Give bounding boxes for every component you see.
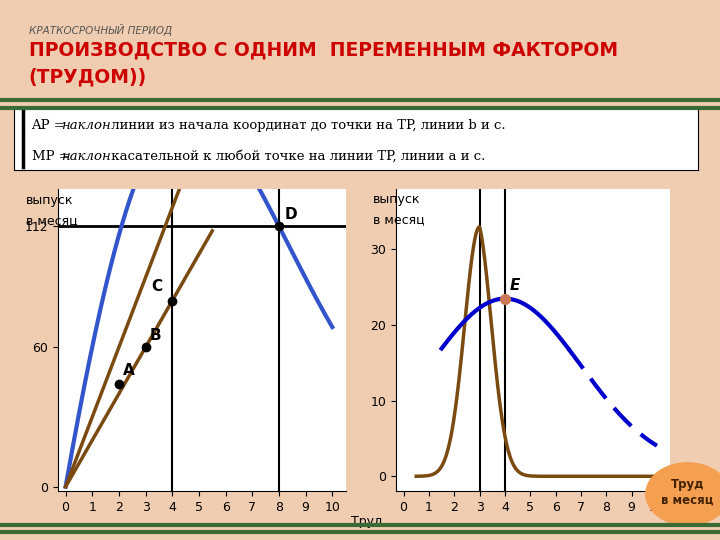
Text: B: B	[150, 328, 161, 343]
Text: в месяц: в месяц	[351, 536, 402, 540]
Text: касательной к любой точке на линии TP, линии а и с.: касательной к любой точке на линии TP, л…	[107, 150, 485, 163]
Text: MP =: MP =	[32, 150, 73, 163]
Text: A: A	[123, 363, 135, 378]
Text: КРАТКОСРОЧНЫЙ ПЕРИОД: КРАТКОСРОЧНЫЙ ПЕРИОД	[29, 24, 172, 36]
Text: Труд
в месяц: Труд в месяц	[662, 478, 714, 507]
Text: Труд: Труд	[351, 515, 382, 528]
Text: линии из начала координат до точки на TP, линии b и с.: линии из начала координат до точки на TP…	[107, 119, 505, 132]
Text: наклон: наклон	[61, 150, 111, 163]
Text: выпуск: выпуск	[373, 193, 420, 206]
Text: выпуск: выпуск	[26, 194, 73, 207]
Text: в месяц: в месяц	[373, 213, 425, 226]
Text: наклон: наклон	[61, 119, 111, 132]
Text: E: E	[510, 278, 521, 293]
Text: в месяц: в месяц	[26, 214, 77, 227]
Text: (ТРУДОМ)): (ТРУДОМ))	[29, 68, 147, 86]
Text: C: C	[151, 279, 162, 294]
Text: D: D	[284, 207, 297, 222]
Text: ПРОИЗВОДСТВО С ОДНИМ  ПЕРЕМЕННЫМ ФАКТОРОМ: ПРОИЗВОДСТВО С ОДНИМ ПЕРЕМЕННЫМ ФАКТОРОМ	[29, 40, 618, 59]
Text: AP =: AP =	[32, 119, 70, 132]
